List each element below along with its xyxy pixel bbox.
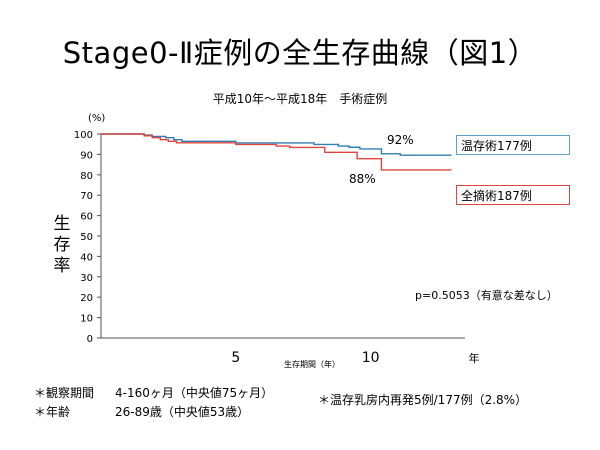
y-tick-label: 100 bbox=[74, 130, 93, 141]
x-axis-label: 生存期間（年） bbox=[284, 359, 340, 369]
end-label-mastectomy: 88% bbox=[349, 172, 376, 186]
y-tick-label: 0 bbox=[87, 334, 93, 345]
obs-period-value: 4-160ヶ月（中央値75ヶ月） bbox=[115, 386, 274, 400]
page-title: Stage0-Ⅱ症例の全生存曲線（図1） bbox=[62, 36, 538, 70]
y-tick-label: 80 bbox=[80, 171, 93, 182]
recurrence-note: ＊温存乳房内再発5例/177例（2.8%） bbox=[318, 393, 528, 407]
y-tick-label: 10 bbox=[80, 314, 93, 325]
age-label: ＊年齢 bbox=[34, 405, 71, 419]
age-value: 26-89歳（中央値53歳） bbox=[115, 405, 250, 419]
survival-curve-1 bbox=[101, 133, 452, 171]
chart-subtitle: 平成10年～平成18年 手術症例 bbox=[212, 92, 388, 106]
y-tick-label: 40 bbox=[80, 252, 93, 263]
y-tick-label: 50 bbox=[80, 232, 93, 243]
p-value-annotation: p=0.5053（有意な差なし） bbox=[415, 288, 558, 302]
y-unit-label: (%) bbox=[88, 113, 105, 124]
end-label-conserving: 92% bbox=[387, 133, 414, 147]
legend-conserving: 温存術177例 bbox=[456, 135, 570, 155]
legend-mastectomy: 全摘術187例 bbox=[456, 185, 570, 205]
y-tick-label: 20 bbox=[80, 293, 93, 304]
y-tick-label: 30 bbox=[80, 273, 93, 284]
x-unit-label: 年 bbox=[469, 351, 480, 365]
x-tick-label: 10 bbox=[362, 350, 380, 366]
survival-curve-0 bbox=[101, 133, 452, 156]
y-tick-label: 60 bbox=[80, 212, 93, 223]
y-tick-label: 70 bbox=[80, 191, 93, 202]
obs-period-label: ＊観察期間 bbox=[34, 386, 95, 400]
x-tick-label: 5 bbox=[231, 350, 240, 366]
y-axis-label: 生存率 bbox=[53, 214, 71, 276]
y-tick-label: 90 bbox=[80, 150, 93, 161]
